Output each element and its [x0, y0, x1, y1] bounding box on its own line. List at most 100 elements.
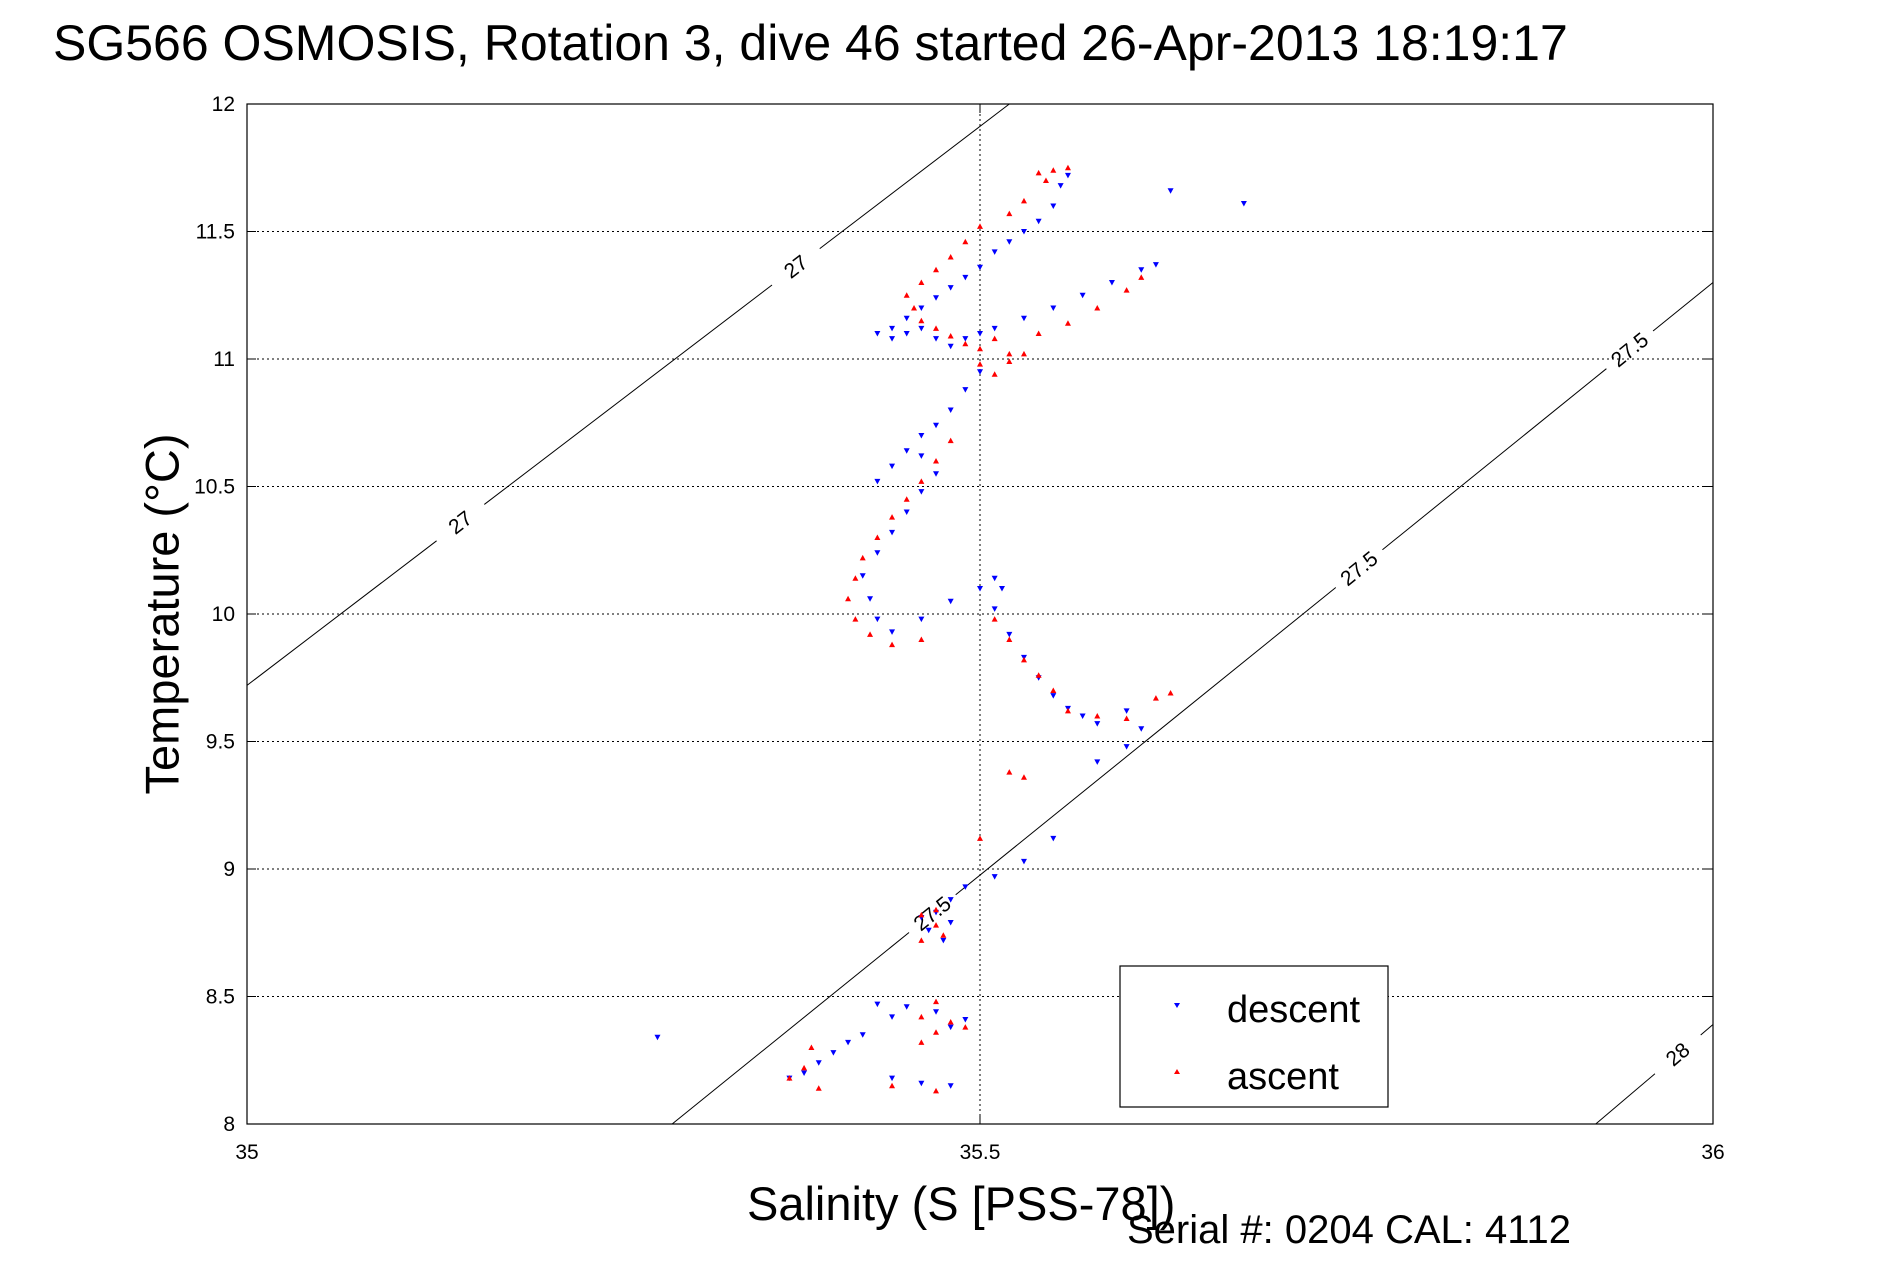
ascent-point — [786, 1075, 793, 1081]
descent-point — [889, 1014, 896, 1020]
descent-point — [918, 453, 925, 459]
descent-point — [874, 478, 881, 485]
descent-point — [962, 1016, 969, 1023]
ascent-point — [918, 937, 925, 943]
descent-point — [889, 629, 896, 635]
ascent-point — [991, 616, 998, 622]
isopycnal-line — [955, 587, 1337, 896]
legend: descent ascent — [1119, 965, 1389, 1108]
descent-point — [889, 1075, 896, 1082]
y-tick-label: 8 — [223, 1113, 235, 1136]
descent-point — [940, 937, 947, 944]
descent-point — [918, 616, 925, 623]
grid — [247, 104, 1713, 1124]
descent-point — [962, 336, 969, 342]
descent-point — [903, 1004, 910, 1010]
ascent-point — [977, 345, 983, 352]
descent-point — [991, 325, 998, 332]
descent-point — [991, 874, 998, 880]
descent-point — [1035, 218, 1042, 225]
descent-point — [1138, 726, 1145, 732]
isopycnal-line — [1382, 368, 1607, 551]
ascent-point — [889, 1082, 896, 1089]
descent-point — [874, 1001, 881, 1008]
descent-point — [933, 336, 940, 342]
descent-point — [1094, 759, 1101, 765]
descent-point — [903, 315, 910, 322]
ascent-point — [1035, 330, 1042, 336]
y-tick-label: 8.5 — [206, 986, 235, 1009]
descent-point — [1152, 262, 1159, 268]
legend-marker-descent — [1174, 1003, 1180, 1008]
ascent-point — [933, 266, 940, 273]
ascent-point — [947, 437, 954, 444]
ascent-point — [947, 333, 954, 339]
descent-point — [947, 407, 954, 413]
descent-point — [867, 596, 874, 602]
descent-point — [962, 884, 969, 890]
ascent-point — [962, 238, 969, 245]
isopycnal-line — [1595, 1073, 1656, 1125]
ascent-point — [962, 340, 969, 347]
ascent-point — [801, 1064, 808, 1071]
descent-point — [933, 471, 940, 477]
descent-point — [947, 285, 954, 291]
ascent-point — [947, 254, 954, 260]
ascent-point — [918, 317, 925, 324]
data-points — [654, 164, 1247, 1094]
descent-point — [1020, 315, 1027, 322]
descent-point — [889, 336, 896, 342]
legend-box — [1119, 965, 1389, 1108]
ascent-point — [903, 496, 910, 502]
descent-point — [654, 1034, 661, 1041]
descent-point — [947, 1083, 954, 1089]
descent-point — [977, 369, 983, 375]
ascent-point — [867, 631, 874, 637]
ascent-point — [1050, 687, 1057, 693]
y-axis-label: Temperature (°C) — [135, 433, 189, 795]
ascent-point — [1064, 320, 1071, 326]
ascent-point — [1167, 690, 1174, 696]
descent-point — [947, 920, 954, 926]
ascent-point — [1138, 274, 1145, 280]
y-tick-label: 9 — [223, 858, 235, 881]
ascent-point — [1006, 636, 1013, 642]
descent-point — [933, 422, 940, 429]
descent-point — [874, 616, 881, 623]
ascent-point — [940, 932, 947, 938]
descent-point — [1050, 835, 1057, 842]
x-axis-label: Salinity (S [PSS-78]) — [747, 1177, 1176, 1230]
ascent-point — [1064, 707, 1071, 714]
legend-label-descent: descent — [1227, 989, 1361, 1031]
descent-point — [889, 529, 896, 536]
ascent-point — [933, 906, 940, 913]
descent-point — [962, 274, 969, 281]
isopycnal-line — [1652, 282, 1714, 332]
ascent-point — [933, 922, 940, 928]
ascent-point — [1006, 769, 1013, 775]
descent-point — [962, 387, 969, 393]
ascent-point — [977, 835, 983, 841]
ascent-point — [903, 292, 910, 298]
ascent-point — [1035, 169, 1042, 176]
descent-point — [947, 598, 954, 605]
descent-point — [1050, 203, 1057, 209]
descent-point — [1050, 693, 1057, 699]
ascent-point — [977, 223, 983, 229]
descent-point — [1079, 713, 1086, 719]
descent-point — [889, 325, 896, 332]
isopycnal-line — [671, 932, 910, 1125]
ascent-point — [808, 1044, 815, 1050]
x-tick-label: 36 — [1701, 1141, 1724, 1164]
descent-point — [998, 586, 1005, 592]
ascent-point — [933, 325, 940, 331]
descent-point — [1123, 744, 1130, 750]
ascent-point — [1020, 774, 1027, 780]
y-tick-label: 12 — [212, 93, 235, 116]
ascent-point — [889, 514, 896, 520]
y-tick-label: 9.5 — [206, 731, 235, 754]
ascent-point — [911, 305, 918, 311]
ascent-point — [852, 575, 859, 581]
ascent-point — [1123, 715, 1130, 722]
